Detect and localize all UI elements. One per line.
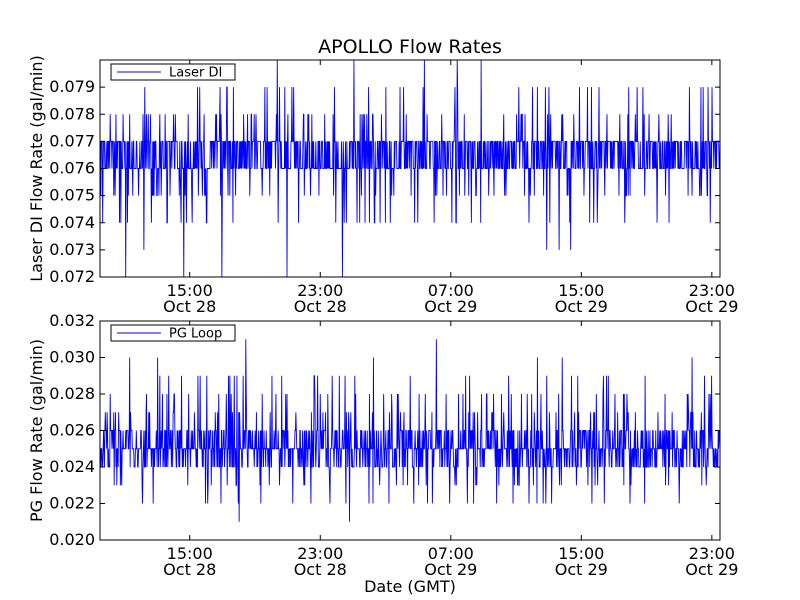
y-tick-label: 0.076 (49, 159, 95, 178)
x-tick-label-time: 23:00 (689, 281, 735, 300)
y-tick-label: 0.073 (49, 240, 95, 259)
x-tick-label-time: 23:00 (297, 281, 343, 300)
legend: PG Loop (110, 324, 236, 342)
y-tick-label: 0.028 (49, 384, 95, 403)
series-line (100, 60, 720, 277)
legend: Laser DI (110, 63, 236, 81)
x-tick-label-time: 23:00 (689, 544, 735, 563)
x-tick-label-time: 15:00 (167, 281, 213, 300)
x-tick-label-date: Oct 28 (294, 297, 347, 316)
y-tick-label: 0.079 (49, 77, 95, 96)
y-tick-label: 0.020 (49, 530, 95, 549)
x-tick-label-date: Oct 29 (555, 560, 608, 579)
y-tick-label: 0.078 (49, 104, 95, 123)
x-tick-label-date: Oct 28 (163, 560, 216, 579)
y-axis-label: Laser DI Flow Rate (gal/min) (27, 55, 46, 282)
x-tick-label-date: Oct 28 (163, 297, 216, 316)
pg-loop-plot: 0.020 0.022 0.024 0.026 0.028 0.030 0.032 15:00… (27, 311, 738, 579)
chart-title: APOLLO Flow Rates (318, 36, 502, 58)
legend-label: Laser DI (169, 66, 222, 81)
x-tick-label-date: Oct 29 (685, 560, 738, 579)
x-tick-label-date: Oct 29 (685, 297, 738, 316)
x-tick-label-date: Oct 29 (424, 297, 477, 316)
x-tick-label-date: Oct 28 (294, 560, 347, 579)
legend-label: PG Loop (169, 327, 222, 342)
x-axis-label: Date (GMT) (364, 577, 456, 596)
x-tick-label-time: 15:00 (558, 544, 604, 563)
series-line (100, 339, 720, 522)
x-tick-label-time: 07:00 (428, 281, 474, 300)
y-tick-label: 0.075 (49, 186, 95, 205)
laser-di-plot: 0.072 0.073 0.074 0.075 0.076 0.077 0.078 0.079… (27, 55, 738, 316)
x-tick-label-time: 23:00 (297, 544, 343, 563)
x-tick-label-date: Oct 29 (555, 297, 608, 316)
x-tick-label-time: 07:00 (428, 544, 474, 563)
x-tick-label-date: Oct 29 (424, 560, 477, 579)
y-tick-label: 0.024 (49, 457, 95, 476)
y-axis-label: PG Flow Rate (gal/min) (27, 339, 46, 522)
y-tick-label: 0.077 (49, 131, 95, 150)
x-tick-label-time: 15:00 (167, 544, 213, 563)
y-tick-label: 0.032 (49, 311, 95, 330)
y-tick-label: 0.030 (49, 348, 95, 367)
x-tick-label-time: 15:00 (558, 281, 604, 300)
y-tick-label: 0.074 (49, 213, 95, 232)
y-tick-label: 0.026 (49, 421, 95, 440)
y-tick-label: 0.072 (49, 267, 95, 286)
y-tick-label: 0.022 (49, 494, 95, 513)
